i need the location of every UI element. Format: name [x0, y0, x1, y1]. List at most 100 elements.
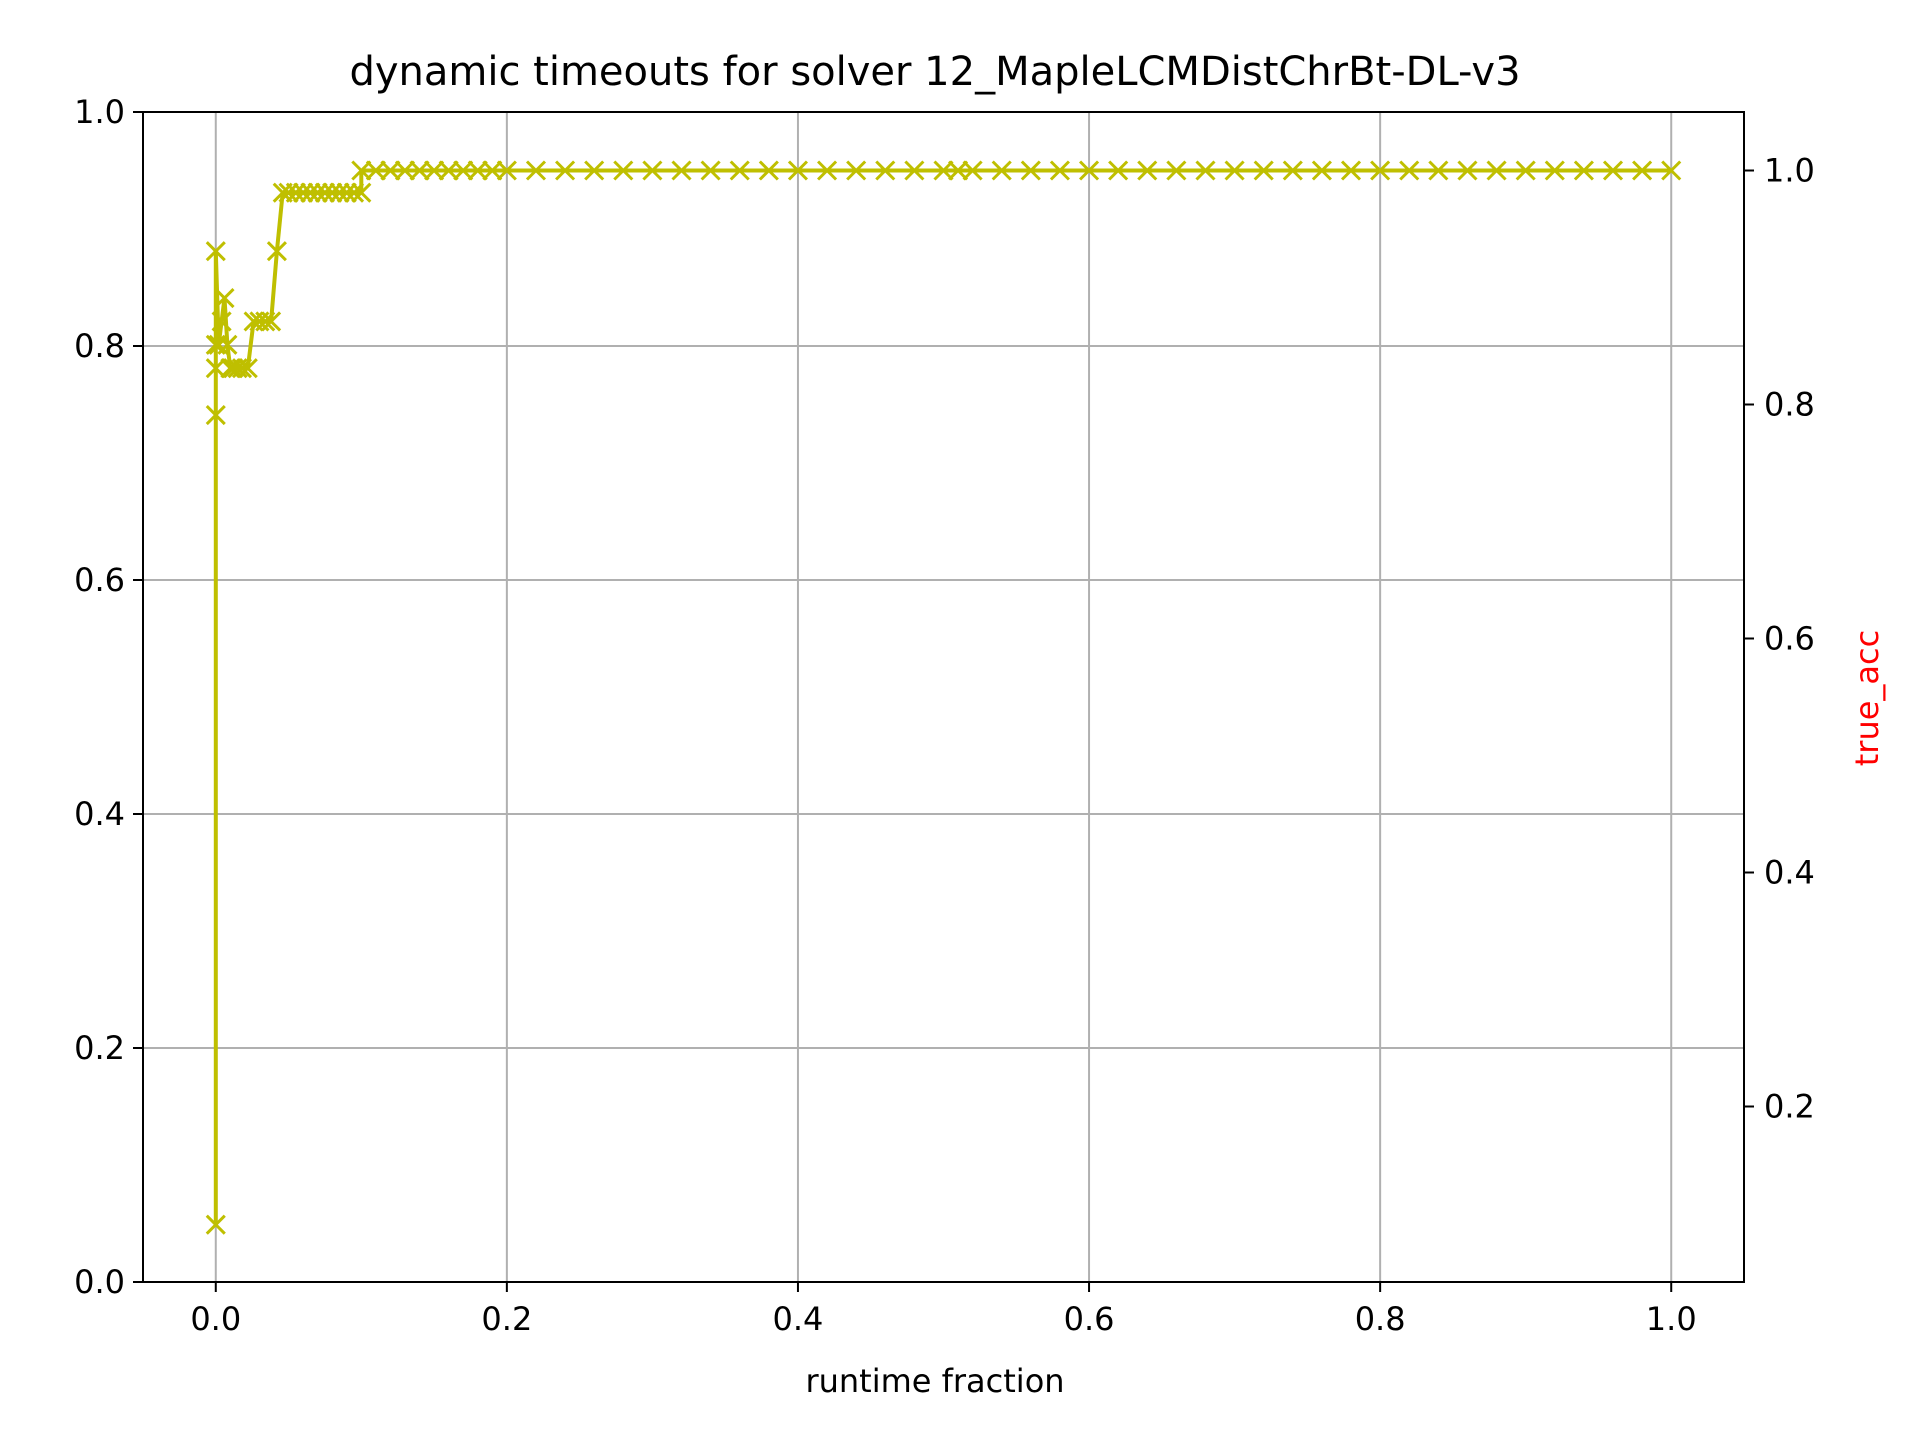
data-point-marker [1602, 160, 1624, 181]
y2-tick-label: 0.8 [1764, 386, 1815, 424]
data-point-marker [525, 160, 547, 181]
data-point-marker [1078, 160, 1100, 181]
data-point-marker [343, 182, 365, 203]
data-point-marker [613, 160, 634, 181]
x-tick-label: 0.0 [190, 1300, 241, 1338]
data-point-marker [787, 160, 809, 181]
data-point-marker [278, 182, 299, 203]
data-point-marker [1428, 160, 1449, 181]
data-point-marker [1137, 160, 1158, 181]
plot-frame [142, 111, 1745, 1283]
data-point-marker [211, 311, 232, 332]
data-point-marker [1166, 160, 1187, 181]
data-point-marker [1370, 160, 1391, 181]
y2-tick-label: 0.2 [1764, 1088, 1815, 1126]
data-point-marker [1253, 160, 1274, 181]
data-point-marker [453, 160, 474, 181]
data-point-marker [700, 160, 721, 181]
data-point-marker [904, 160, 925, 181]
x-tick-label: 1.0 [1646, 1300, 1697, 1338]
data-point-marker [729, 160, 750, 181]
data-point-marker [1311, 160, 1332, 181]
data-point-marker [255, 311, 276, 332]
data-point-marker [351, 182, 372, 203]
data-point-marker [409, 160, 430, 181]
data-point-marker [758, 160, 779, 181]
data-point-marker [205, 358, 226, 379]
data-point-marker [365, 160, 386, 181]
data-point-marker [467, 160, 488, 181]
y2-tick-label: 0.4 [1764, 854, 1815, 892]
data-point-marker [933, 160, 954, 181]
data-point-marker [584, 160, 605, 181]
data-point-marker [214, 287, 235, 309]
x-tick-label: 0.8 [1355, 1300, 1406, 1338]
data-point-marker [817, 160, 838, 181]
data-point-marker [322, 182, 343, 203]
data-point-marker [329, 182, 350, 203]
x-tick-label: 0.2 [481, 1300, 532, 1338]
data-point-marker [314, 182, 335, 203]
data-point-marker [496, 160, 517, 181]
right-axis-label: true_acc [1848, 630, 1886, 766]
data-point-marker [962, 160, 983, 181]
y-tick-label: 0.6 [74, 561, 125, 599]
data-point-marker [991, 160, 1012, 181]
data-point-marker [336, 182, 357, 203]
data-point-marker [285, 182, 306, 203]
data-point-marker [1661, 160, 1682, 181]
data-point-marker [205, 241, 226, 262]
data-point-marker [208, 334, 229, 355]
data-point-marker [482, 160, 503, 181]
series-layer [205, 160, 1682, 1235]
data-point-marker [1515, 160, 1536, 181]
data-point-marker [1195, 160, 1216, 181]
data-point-marker [307, 182, 328, 203]
data-point-marker [205, 404, 226, 426]
data-point-marker [1573, 160, 1594, 181]
data-point-marker [424, 160, 445, 181]
data-point-marker [1486, 160, 1507, 181]
data-point-marker [642, 160, 663, 181]
data-point-marker [394, 160, 416, 181]
data-point-marker [351, 160, 372, 181]
data-point-marker [1340, 160, 1362, 181]
x-tick-label: 0.4 [773, 1300, 824, 1338]
data-point-marker [223, 358, 244, 379]
data-point-marker [671, 160, 692, 181]
data-point-marker [555, 160, 576, 181]
data-point-marker [1544, 160, 1565, 181]
data-point-marker [846, 160, 867, 181]
data-point-marker [231, 358, 253, 379]
data-point-marker [1108, 160, 1129, 181]
data-point-marker [1632, 160, 1653, 181]
data-point-marker [1020, 160, 1041, 181]
data-point-marker [300, 182, 321, 203]
data-point-marker [205, 1214, 226, 1235]
chart-title: dynamic timeouts for solver 12_MapleLCMD… [349, 49, 1520, 95]
y2-tick-label: 0.6 [1764, 620, 1815, 658]
data-point-marker [947, 160, 969, 181]
data-point-marker [266, 241, 287, 262]
data-point-marker [1224, 160, 1245, 181]
y-tick-label: 1.0 [74, 93, 125, 131]
y-tick-label: 0.0 [74, 1263, 125, 1301]
x-tick-label: 0.6 [1064, 1300, 1115, 1338]
data-point-marker [1399, 160, 1420, 181]
data-point-marker [261, 311, 282, 332]
data-point-marker [217, 334, 238, 355]
data-point-marker [237, 358, 258, 379]
axis-ticks: 0.0 0.2 0.4 0.6 0.8 1.0 0.0 0.2 0.4 0.6 0.8 1.0 0.2 0… [74, 93, 1815, 1338]
data-point-marker [438, 160, 459, 181]
data-point-marker [293, 182, 314, 203]
y-tick-label: 0.4 [74, 795, 125, 833]
y-tick-label: 0.8 [74, 327, 125, 365]
data-point-marker [1282, 160, 1303, 181]
x-axis-label: runtime fraction [805, 1362, 1064, 1400]
data-point-marker [380, 160, 401, 181]
y2-tick-label: 1.0 [1764, 152, 1815, 190]
data-point-marker [875, 160, 896, 181]
data-point-marker [1457, 160, 1478, 181]
